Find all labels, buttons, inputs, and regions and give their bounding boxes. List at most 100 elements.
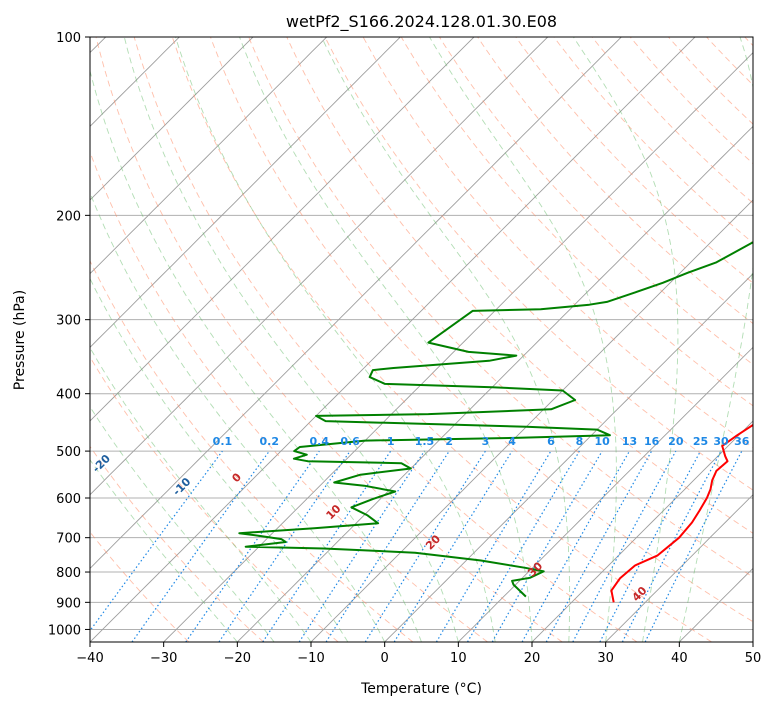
mixing-ratio-label: 0.6 xyxy=(340,435,360,448)
mixing-ratio-label: 1.5 xyxy=(415,435,435,448)
x-tick-label: 40 xyxy=(671,651,688,666)
mixing-ratio-line xyxy=(435,450,552,642)
mixing-ratio-line xyxy=(262,450,392,642)
dry-adiabat-line xyxy=(248,37,753,578)
dry-adiabat-line xyxy=(477,37,753,325)
dry-adiabat-line xyxy=(90,531,190,642)
mixing-ratio-line xyxy=(131,450,270,642)
mixing-ratio-label: 4 xyxy=(508,435,516,448)
mixing-ratio-label: 0.4 xyxy=(310,435,330,448)
moist-adiabat-line xyxy=(90,191,386,642)
mixing-ratio-label: 20 xyxy=(668,435,684,448)
dry-adiabat-line xyxy=(668,37,753,125)
dry-adiabat-line xyxy=(362,37,753,449)
mixing-ratio-line xyxy=(644,450,743,642)
dry-adiabat-line xyxy=(706,37,753,86)
x-tick-label: 50 xyxy=(745,651,762,666)
isotherm-line xyxy=(384,272,753,642)
mixing-ratio-label: 25 xyxy=(693,435,708,448)
dry-adiabat-line xyxy=(90,150,488,642)
reference-line-labels: 0.10.20.40.611.52346810131620253036-100-… xyxy=(12,426,750,604)
plot-series xyxy=(238,241,753,603)
isotherm-line xyxy=(605,494,753,642)
moist-adiabat-line xyxy=(90,277,349,642)
x-tick-label: −30 xyxy=(150,651,177,666)
dry-adiabat-label: 30 xyxy=(525,559,545,579)
x-tick-label: −10 xyxy=(297,651,324,666)
dry-adiabat-line xyxy=(591,37,753,204)
dry-adiabat-label: -30 xyxy=(12,426,35,449)
mixing-ratio-line xyxy=(521,450,631,642)
moist-adiabat-line xyxy=(573,37,679,642)
x-axis: −40 −30 −20 −10 0 10 20 30 40 50 xyxy=(76,642,761,666)
dry-adiabat-line xyxy=(553,37,753,244)
y-tick-label: 100 xyxy=(56,31,81,46)
moist-adiabat-line xyxy=(239,37,533,642)
dry-adiabat-line xyxy=(629,37,753,165)
dry-adiabat-line xyxy=(90,259,414,642)
dry-adiabat-line xyxy=(133,37,638,642)
mixing-ratio-label: 0.2 xyxy=(260,435,280,448)
isotherm-line xyxy=(90,37,475,422)
dry-adiabat-line xyxy=(210,37,753,623)
mixing-ratio-label: 6 xyxy=(547,435,555,448)
isotherm-line xyxy=(90,37,328,275)
mixing-ratio-line xyxy=(572,450,677,642)
mixing-ratio-label: 16 xyxy=(644,435,660,448)
moist-adiabat-line xyxy=(175,37,496,642)
isotherm-line xyxy=(531,420,753,642)
isotherm-line xyxy=(457,346,753,642)
mixing-ratio-line xyxy=(218,450,351,642)
x-tick-label: −40 xyxy=(76,651,103,666)
isotherm-line xyxy=(90,37,254,201)
y-axis-label: Pressure (hPa) xyxy=(12,290,28,390)
profile-line xyxy=(238,241,753,598)
mixing-ratio-line xyxy=(466,450,580,642)
isotherm-line xyxy=(752,641,753,642)
x-axis-label: Temperature (°C) xyxy=(360,681,482,697)
dry-adiabat-label: -20 xyxy=(90,452,113,475)
isotherm-line xyxy=(90,37,549,496)
y-tick-label: 700 xyxy=(56,532,81,547)
mixing-ratio-line xyxy=(545,450,653,642)
x-tick-label: 30 xyxy=(597,651,614,666)
mixing-ratio-label: 30 xyxy=(713,435,729,448)
dry-adiabat-line xyxy=(90,356,339,642)
y-axis: 100 200 300 400 500 600 700 800 900 1000 xyxy=(48,31,90,638)
y-tick-label: 800 xyxy=(56,566,81,581)
isotherm-line xyxy=(236,125,753,642)
mixing-ratio-line xyxy=(298,450,425,642)
isotherm-line xyxy=(678,567,753,642)
dry-adiabat-line xyxy=(400,37,753,407)
isotherm-line xyxy=(163,51,753,642)
x-tick-label: 20 xyxy=(524,651,541,666)
x-tick-label: 0 xyxy=(381,651,389,666)
y-tick-label: 1000 xyxy=(48,623,81,638)
x-tick-label: −20 xyxy=(224,651,251,666)
isotherm-line xyxy=(90,37,401,349)
mixing-ratio-label: 8 xyxy=(576,435,584,448)
mixing-ratio-label: 10 xyxy=(594,435,610,448)
mixing-ratio-line xyxy=(90,450,223,632)
mixing-ratio-line xyxy=(185,450,320,642)
dry-adiabat-line xyxy=(324,37,753,491)
y-tick-label: 200 xyxy=(56,209,81,224)
moist-adiabat-line xyxy=(90,69,422,642)
y-tick-label: 600 xyxy=(56,492,81,507)
mixing-ratio-line xyxy=(393,450,513,642)
x-tick-label: 10 xyxy=(450,651,467,666)
y-tick-label: 300 xyxy=(56,314,81,329)
dry-adiabat-label: -10 xyxy=(170,475,193,498)
y-tick-label: 500 xyxy=(56,445,81,460)
dry-adiabat-line xyxy=(515,37,753,284)
profile-line xyxy=(610,423,753,603)
mixing-ratio-line xyxy=(599,450,702,642)
moist-adiabat-line xyxy=(321,37,571,642)
y-tick-label: 400 xyxy=(56,388,81,403)
mixing-ratio-label: 36 xyxy=(734,435,750,448)
plot-grid xyxy=(90,37,753,642)
mixing-ratio-label: 2 xyxy=(445,435,453,448)
dry-adiabat-line xyxy=(744,37,753,47)
moist-adiabat-line xyxy=(678,37,753,642)
